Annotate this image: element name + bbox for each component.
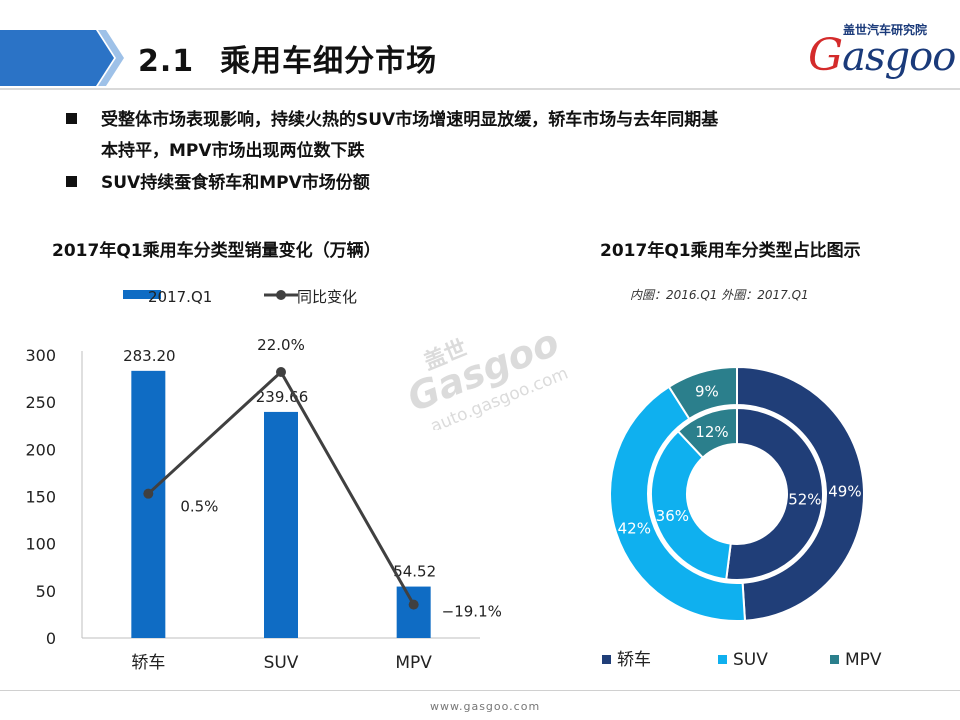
legend-swatch-2 [830, 655, 839, 664]
legend-swatch-bar [123, 290, 161, 299]
bar-chart-title: 2017年Q1乘用车分类型销量变化（万辆） [52, 241, 381, 261]
x-tick-label: MPV [395, 653, 432, 673]
y-tick-label: 150 [25, 488, 56, 507]
watermark: 盖世 Gasgoo auto.gasgoo.com [401, 320, 571, 430]
line-point-1 [276, 366, 286, 377]
header-chevron-icon [80, 30, 124, 86]
bullet-text: SUV持续蚕食轿车和MPV市场份额 [101, 173, 370, 193]
legend-swatch-1 [718, 655, 727, 664]
legend-label-line: 同比变化 [297, 288, 357, 306]
outer-slice-label: 49% [828, 483, 861, 501]
donut-legend: 轿车 SUV MPV [602, 650, 882, 670]
bar-2 [396, 586, 431, 638]
bullet-square-icon [66, 176, 77, 187]
outer-slice-label: 42% [618, 519, 651, 537]
inner-slice-label: 36% [656, 507, 689, 525]
legend-label-2: MPV [845, 650, 882, 670]
section-number: 2.1 [138, 44, 195, 79]
footer-divider [0, 690, 960, 691]
bar-value-label: 283.20 [123, 347, 176, 365]
x-tick-label: 轿车 [131, 653, 165, 673]
y-tick-label: 50 [36, 582, 56, 601]
line-value-label: 0.5% [180, 498, 218, 516]
legend-marker [276, 290, 286, 300]
x-axis-labels: 轿车 SUV MPV [131, 653, 432, 673]
inner-slice-0 [725, 406, 824, 581]
bar-value-label: 239.66 [256, 388, 309, 406]
gasgoo-logo: Gasgoo [808, 30, 956, 81]
line-series: 0.5% 22.0% −19.1% [143, 336, 502, 621]
line-point-2 [408, 599, 419, 610]
pie-chart-title: 2017年Q1乘用车分类型占比图示 [600, 241, 861, 261]
inner-slice-label: 52% [788, 490, 821, 508]
line-value-label: 22.0% [257, 336, 305, 354]
outer-slice-label: 9% [695, 382, 719, 400]
bullet-square-icon [66, 113, 77, 124]
y-tick-label: 100 [25, 535, 56, 554]
inner-slice-1 [650, 429, 732, 581]
legend-label-0: 轿车 [617, 650, 651, 670]
bar-chart-legend: 2017.Q1 同比变化 [123, 288, 357, 306]
line-point-0 [143, 488, 154, 499]
bar-line-chart: 2017.Q1 同比变化 0 50 100 150 200 250 300 283.20 23… [25, 288, 502, 673]
outer-slice-0 [736, 365, 865, 622]
pie-chart-note: 内圈：2016.Q1 外圈：2017.Q1 [630, 288, 809, 302]
y-tick-label: 200 [25, 440, 56, 459]
inner-slice-label: 12% [695, 423, 728, 441]
line-value-label: −19.1% [442, 603, 502, 621]
bullet-text-continued: 本持平，MPV市场出现两位数下跌 [101, 141, 365, 161]
legend-label-bar: 2017.Q1 [148, 288, 212, 306]
y-tick-label: 0 [46, 629, 56, 648]
inner-slice-2 [676, 406, 738, 459]
donut-chart: 52% 36% 12% 49% 42% 9% 轿车 SUV MPV [602, 365, 882, 670]
y-tick-label: 250 [25, 393, 56, 412]
bullet-item-1: 受整体市场表现影响，持续火热的SUV市场增速明显放缓，轿车市场与去年同期基 [66, 105, 718, 130]
outer-slice-2 [667, 365, 738, 421]
donut-rings: 52% 36% 12% 49% 42% 9% [609, 365, 865, 622]
page-title: 2.1 乘用车细分市场 [138, 36, 437, 80]
bar-series: 283.20 239.66 54.52 [123, 347, 436, 638]
x-tick-label: SUV [264, 653, 299, 673]
footer-url: www.gasgoo.com [430, 700, 541, 713]
legend-label-1: SUV [733, 650, 768, 670]
y-tick-label: 300 [25, 346, 56, 365]
legend-swatch-0 [602, 655, 611, 664]
header-accent-band [0, 30, 95, 86]
section-title: 乘用车细分市场 [220, 44, 438, 79]
header-divider [0, 88, 960, 90]
outer-slice-1 [609, 385, 747, 622]
bar-0 [131, 370, 166, 638]
bar-1 [264, 411, 298, 638]
bullet-text: 受整体市场表现影响，持续火热的SUV市场增速明显放缓，轿车市场与去年同期基 [101, 110, 719, 130]
bullet-item-2: SUV持续蚕食轿车和MPV市场份额 [66, 168, 370, 193]
logo-chinese-text: 盖世汽车研究院 [843, 23, 928, 37]
bar-value-label: 54.52 [393, 563, 436, 581]
